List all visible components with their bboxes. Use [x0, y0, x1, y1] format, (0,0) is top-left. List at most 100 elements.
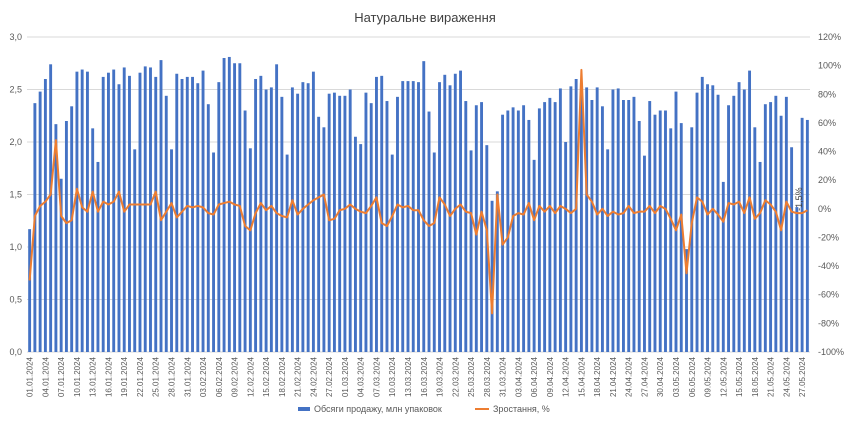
- bar: [490, 200, 494, 352]
- bar: [653, 114, 657, 352]
- y-left-tick-label: 0,5: [9, 295, 22, 305]
- x-tick-label: 27.04.2024: [640, 356, 649, 397]
- bar: [574, 79, 578, 352]
- bar: [795, 207, 799, 352]
- bar: [348, 89, 352, 352]
- bar: [96, 161, 100, 352]
- bar: [164, 95, 168, 353]
- bar: [548, 97, 552, 353]
- y-right-tick-label: -40%: [818, 261, 839, 271]
- x-tick-label: 03.05.2024: [672, 356, 681, 397]
- bar: [275, 64, 279, 353]
- bar: [474, 105, 478, 352]
- x-tick-label: 06.05.2024: [688, 356, 697, 397]
- bar: [527, 119, 531, 352]
- bar: [732, 95, 736, 353]
- bar: [685, 249, 688, 352]
- bar: [306, 83, 310, 352]
- y-left-tick-label: 2,5: [9, 85, 22, 95]
- bar: [706, 84, 709, 352]
- bar: [353, 136, 357, 352]
- bar: [532, 159, 536, 352]
- x-tick-label: 19.01.2024: [120, 356, 129, 397]
- y-right-tick-label: 120%: [818, 32, 841, 42]
- bar: [364, 92, 368, 353]
- bar: [469, 150, 473, 352]
- bar: [322, 127, 326, 352]
- bar: [716, 94, 720, 352]
- legend-label-bars: Обсяги продажу, млн упаковок: [314, 404, 442, 414]
- bar: [611, 89, 615, 352]
- bar: [637, 121, 641, 352]
- bar: [154, 76, 158, 353]
- bar: [38, 91, 42, 352]
- bar: [170, 149, 173, 352]
- bar: [91, 128, 95, 352]
- bar: [332, 92, 336, 353]
- data-label: -1,5%: [794, 187, 804, 211]
- bar: [107, 72, 110, 352]
- x-tick-label: 13.03.2024: [404, 356, 413, 397]
- bar: [417, 82, 420, 353]
- bar: [658, 110, 662, 352]
- bar: [196, 83, 200, 352]
- y-right-tick-label: -80%: [818, 318, 839, 328]
- bar: [75, 71, 79, 353]
- bar: [464, 101, 468, 352]
- bar: [537, 108, 541, 353]
- bar: [159, 60, 163, 352]
- legend-label-line: Зростання, %: [493, 404, 550, 414]
- bar: [285, 154, 289, 352]
- bar: [590, 100, 594, 352]
- bar: [627, 100, 631, 352]
- bar: [49, 64, 53, 353]
- bar: [175, 73, 179, 352]
- bar: [579, 83, 583, 352]
- bar: [600, 106, 604, 352]
- x-tick-label: 22.01.2024: [136, 356, 145, 397]
- y-right-tick-label: 0%: [818, 204, 831, 214]
- y-right-tick-label: -60%: [818, 290, 839, 300]
- bar: [727, 105, 730, 352]
- x-tick-label: 15.05.2024: [735, 356, 744, 397]
- x-tick-label: 24.04.2024: [625, 356, 634, 397]
- bar: [664, 110, 667, 352]
- bar: [128, 75, 131, 352]
- y-right-tick-label: -20%: [818, 232, 839, 242]
- x-tick-label: 01.03.2024: [341, 356, 350, 397]
- bar: [774, 95, 778, 353]
- bar: [191, 76, 194, 353]
- bar: [406, 81, 410, 352]
- x-tick-label: 03.02.2024: [199, 356, 208, 397]
- bar: [375, 76, 378, 353]
- bar: [522, 105, 526, 352]
- y-right-tick-label: 40%: [818, 147, 836, 157]
- bar: [790, 147, 794, 352]
- y-right-tick-label: -100%: [818, 347, 844, 357]
- bar: [516, 110, 520, 352]
- bar: [149, 67, 152, 352]
- bar: [648, 101, 652, 352]
- bar: [227, 56, 231, 352]
- x-tick-label: 24.02.2024: [309, 356, 318, 397]
- x-tick-label: 27.05.2024: [798, 356, 807, 397]
- bar: [396, 96, 399, 352]
- x-tick-label: 30.04.2024: [656, 356, 665, 397]
- bar: [643, 155, 646, 352]
- x-tick-label: 28.01.2024: [168, 356, 177, 397]
- bar: [54, 124, 58, 353]
- bar: [737, 82, 741, 353]
- bar: [43, 79, 47, 352]
- bar: [632, 96, 636, 352]
- bar: [180, 79, 184, 352]
- x-tick-label: 18.05.2024: [751, 356, 760, 397]
- bar: [222, 58, 226, 352]
- bar: [206, 104, 210, 352]
- x-tick-label: 09.02.2024: [231, 356, 240, 397]
- bar: [70, 106, 74, 352]
- bar: [248, 148, 252, 352]
- bar: [485, 145, 489, 352]
- y-right-tick-label: 80%: [818, 89, 836, 99]
- bar: [758, 161, 762, 352]
- y-right-tick-label: 60%: [818, 118, 836, 128]
